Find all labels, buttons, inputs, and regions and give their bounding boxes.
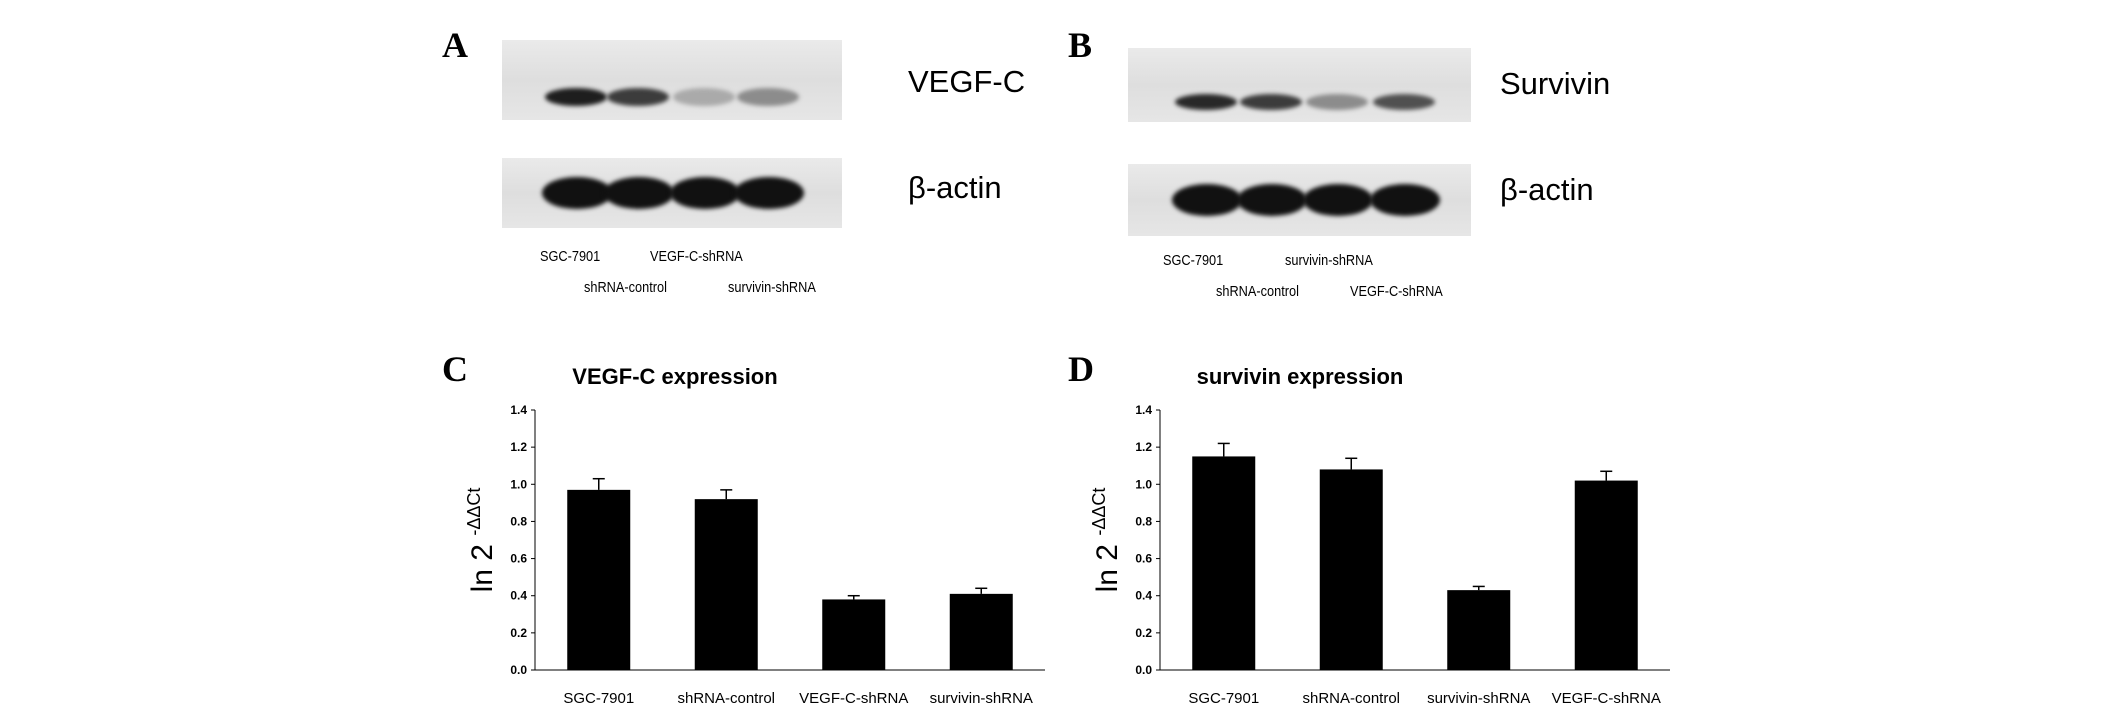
bar-4 <box>1574 480 1638 670</box>
lane-label-b-shrna-control: shRNA-control <box>1216 283 1299 300</box>
lane-label-a-shrna-control: shRNA-control <box>584 279 667 296</box>
beta-actin-label-a: β-actin <box>908 170 1002 205</box>
panel-letter-b: B <box>1068 25 1093 65</box>
y-tick-label: 1.4 <box>510 403 527 417</box>
panel-b-target-band-4 <box>1373 94 1435 110</box>
vegfc-expression-chart: VEGF-C expression ln 2 -ΔΔCt 0.0 0.2 0.4 0.6 0… <box>460 355 1080 712</box>
chart-title: VEGF-C expression <box>572 364 777 389</box>
bar-1 <box>567 489 631 670</box>
panel-b-actin-band-2 <box>1237 184 1307 216</box>
lane-label-a-vegfc-shrna: VEGF-C-shRNA <box>650 248 743 265</box>
x-category-label-1: SGC-7901 <box>1188 690 1259 707</box>
vegfc-target-label: VEGF-C <box>908 64 1026 99</box>
y-tick-label: 1.2 <box>1135 440 1152 454</box>
survivin-blot <box>1128 48 1471 122</box>
y-tick-label: 1.0 <box>510 477 527 491</box>
bar-2 <box>694 499 758 670</box>
panel-a-actin-band-3 <box>670 177 740 209</box>
bar-3 <box>1447 590 1511 670</box>
y-tick-label: 0.0 <box>1135 663 1152 677</box>
chart-title: survivin expression <box>1197 364 1404 389</box>
y-tick-label: 0.6 <box>1135 552 1152 566</box>
panel-a-target-band-3 <box>673 88 735 106</box>
vegfc-blot <box>502 40 842 120</box>
panel-letter-c: C <box>442 349 468 389</box>
panel-b-target-band-3 <box>1306 94 1368 110</box>
bar-1 <box>1192 456 1256 670</box>
lane-label-a-survivin-shrna: survivin-shRNA <box>728 279 816 296</box>
y-tick-label: 0.2 <box>510 626 527 640</box>
panel-b-actin-band-3 <box>1303 184 1373 216</box>
y-tick-label: 0.4 <box>1135 589 1152 603</box>
panel-a-actin-band-2 <box>604 177 674 209</box>
bar-3 <box>822 599 886 670</box>
panel-a-target-band-2 <box>607 88 669 106</box>
x-category-label-4: survivin-shRNA <box>930 690 1033 707</box>
y-tick-label: 0.6 <box>510 552 527 566</box>
x-category-label-2: shRNA-control <box>1302 690 1400 707</box>
panel-b-actin-band-1 <box>1172 184 1242 216</box>
x-category-label-1: SGC-7901 <box>563 690 634 707</box>
y-tick-label: 0.4 <box>510 589 527 603</box>
survivin-target-label: Survivin <box>1500 66 1611 101</box>
panel-a-target-band-4 <box>737 88 799 106</box>
panel-letter-d: D <box>1068 349 1094 389</box>
panel-b-actin-band-4 <box>1370 184 1440 216</box>
panel-a-actin-band-4 <box>734 177 804 209</box>
x-category-label-4: VEGF-C-shRNA <box>1552 690 1661 707</box>
lane-label-a-sgc7901: SGC-7901 <box>540 248 601 265</box>
lane-label-b-vegfc-shrna: VEGF-C-shRNA <box>1350 283 1443 300</box>
beta-actin-label-b: β-actin <box>1500 172 1594 207</box>
vegfc-chart-svg: VEGF-C expression ln 2 -ΔΔCt 0.0 0.2 0.4 0.6 0… <box>464 364 1045 707</box>
y-axis-label: ln 2 -ΔΔCt <box>464 488 499 593</box>
panel-a-actin-band-1 <box>542 177 612 209</box>
panel-letter-a: A <box>442 25 468 65</box>
lane-label-b-survivin-shrna: survivin-shRNA <box>1285 252 1373 269</box>
y-tick-label: 0.2 <box>1135 626 1152 640</box>
y-tick-label: 1.0 <box>1135 477 1152 491</box>
x-category-label-3: VEGF-C-shRNA <box>799 690 908 707</box>
bar-4 <box>949 593 1013 670</box>
y-tick-label: 1.2 <box>510 440 527 454</box>
survivin-expression-chart: survivin expression ln 2 -ΔΔCt 0.0 0.2 0.4 0.… <box>1085 355 1705 712</box>
panel-a-target-band-1 <box>545 88 607 106</box>
y-axis-label: ln 2 -ΔΔCt <box>1089 488 1124 593</box>
x-category-label-2: shRNA-control <box>677 690 775 707</box>
bar-2 <box>1319 469 1383 670</box>
survivin-chart-svg: survivin expression ln 2 -ΔΔCt 0.0 0.2 0.4 0.… <box>1089 364 1670 707</box>
x-category-label-3: survivin-shRNA <box>1427 690 1530 707</box>
panel-b-target-band-2 <box>1240 94 1302 110</box>
y-tick-label: 0.0 <box>510 663 527 677</box>
y-tick-label: 1.4 <box>1135 403 1152 417</box>
panel-b-target-band-1 <box>1175 94 1237 110</box>
y-tick-label: 0.8 <box>510 514 527 528</box>
lane-label-b-sgc7901: SGC-7901 <box>1163 252 1224 269</box>
y-tick-label: 0.8 <box>1135 514 1152 528</box>
